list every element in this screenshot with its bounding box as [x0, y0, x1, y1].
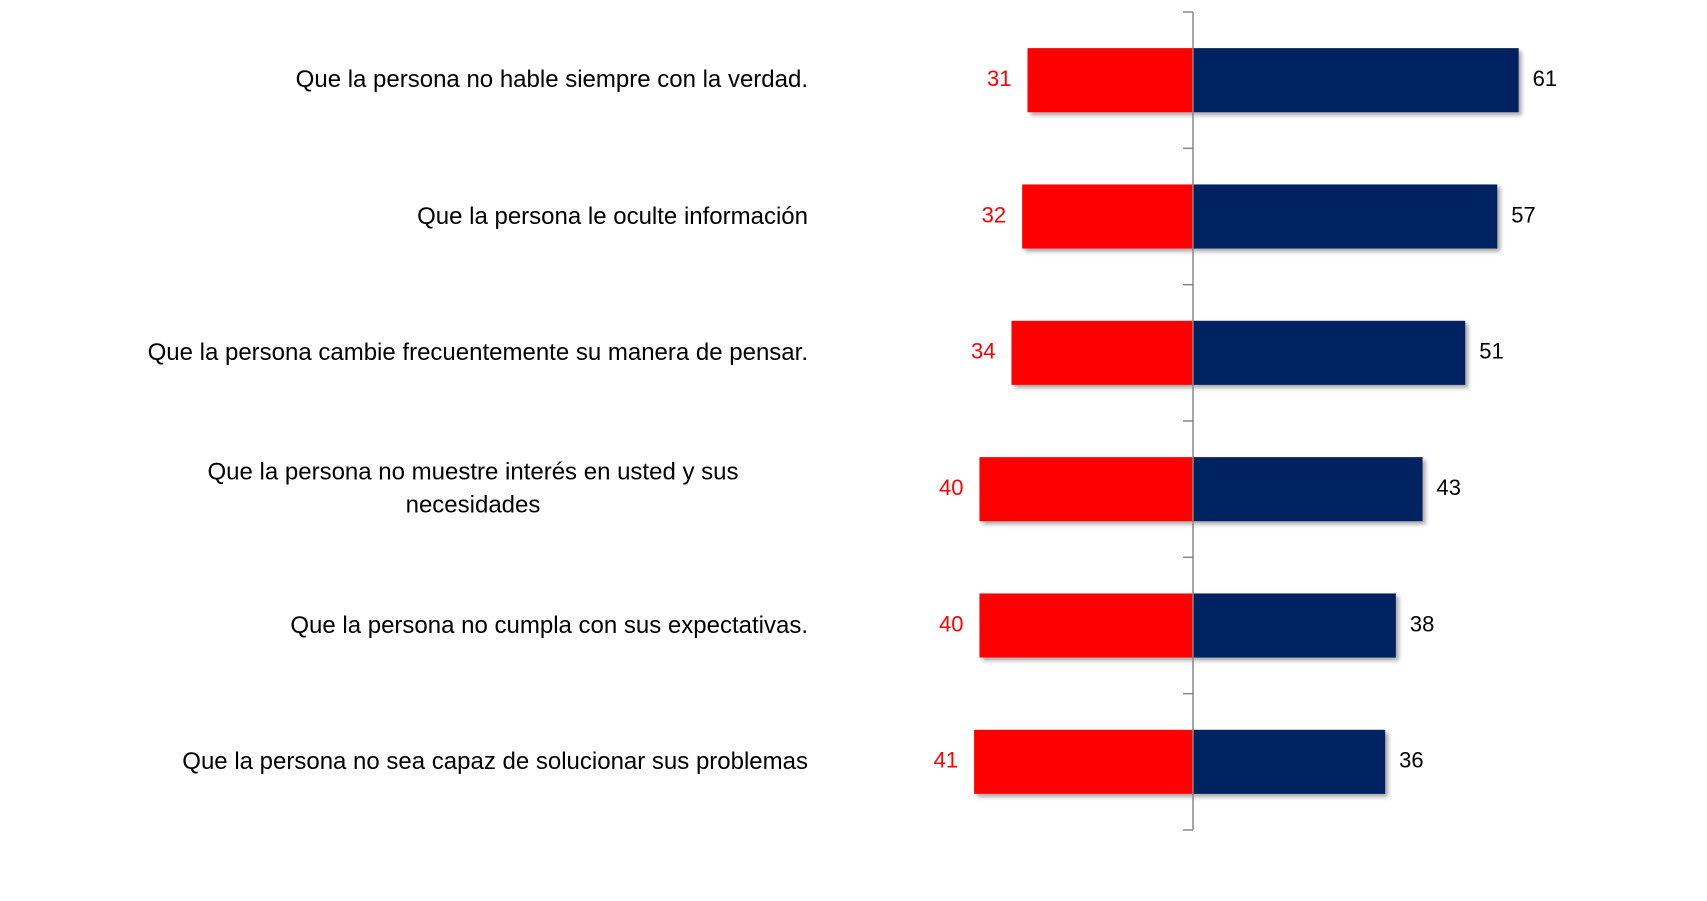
- value-label: 38: [1410, 611, 1434, 636]
- value-label: 32: [982, 202, 1006, 227]
- value-label: 40: [939, 475, 963, 500]
- bar: [1193, 729, 1386, 794]
- value-label: 40: [939, 611, 963, 636]
- category-label: Que la persona no sea capaz de soluciona…: [182, 747, 808, 775]
- bar: [1193, 457, 1423, 522]
- value-label: 31: [987, 66, 1011, 91]
- bar: [1193, 593, 1396, 658]
- value-label: 34: [971, 339, 995, 364]
- bar: [1022, 184, 1193, 249]
- value-label: 61: [1533, 66, 1557, 91]
- value-label: 41: [934, 748, 958, 773]
- category-label: Que la persona le oculte información: [417, 202, 808, 230]
- bar: [1027, 48, 1193, 113]
- bar: [1193, 320, 1466, 385]
- value-label: 51: [1479, 339, 1503, 364]
- category-label: Que la persona no cumpla con sus expecta…: [290, 611, 808, 639]
- category-label: Que la persona no muestre interés en ust…: [207, 458, 739, 519]
- bar: [974, 729, 1193, 794]
- bar: [979, 593, 1193, 658]
- bar: [979, 457, 1193, 522]
- value-label: 57: [1511, 202, 1535, 227]
- value-label: 36: [1399, 748, 1423, 773]
- bar: [1193, 184, 1498, 249]
- category-label: Que la persona no hable siempre con la v…: [295, 65, 808, 93]
- bar: [1011, 320, 1193, 385]
- category-label: Que la persona cambie frecuentemente su …: [147, 338, 808, 366]
- bar: [1193, 48, 1519, 113]
- value-label: 43: [1437, 475, 1461, 500]
